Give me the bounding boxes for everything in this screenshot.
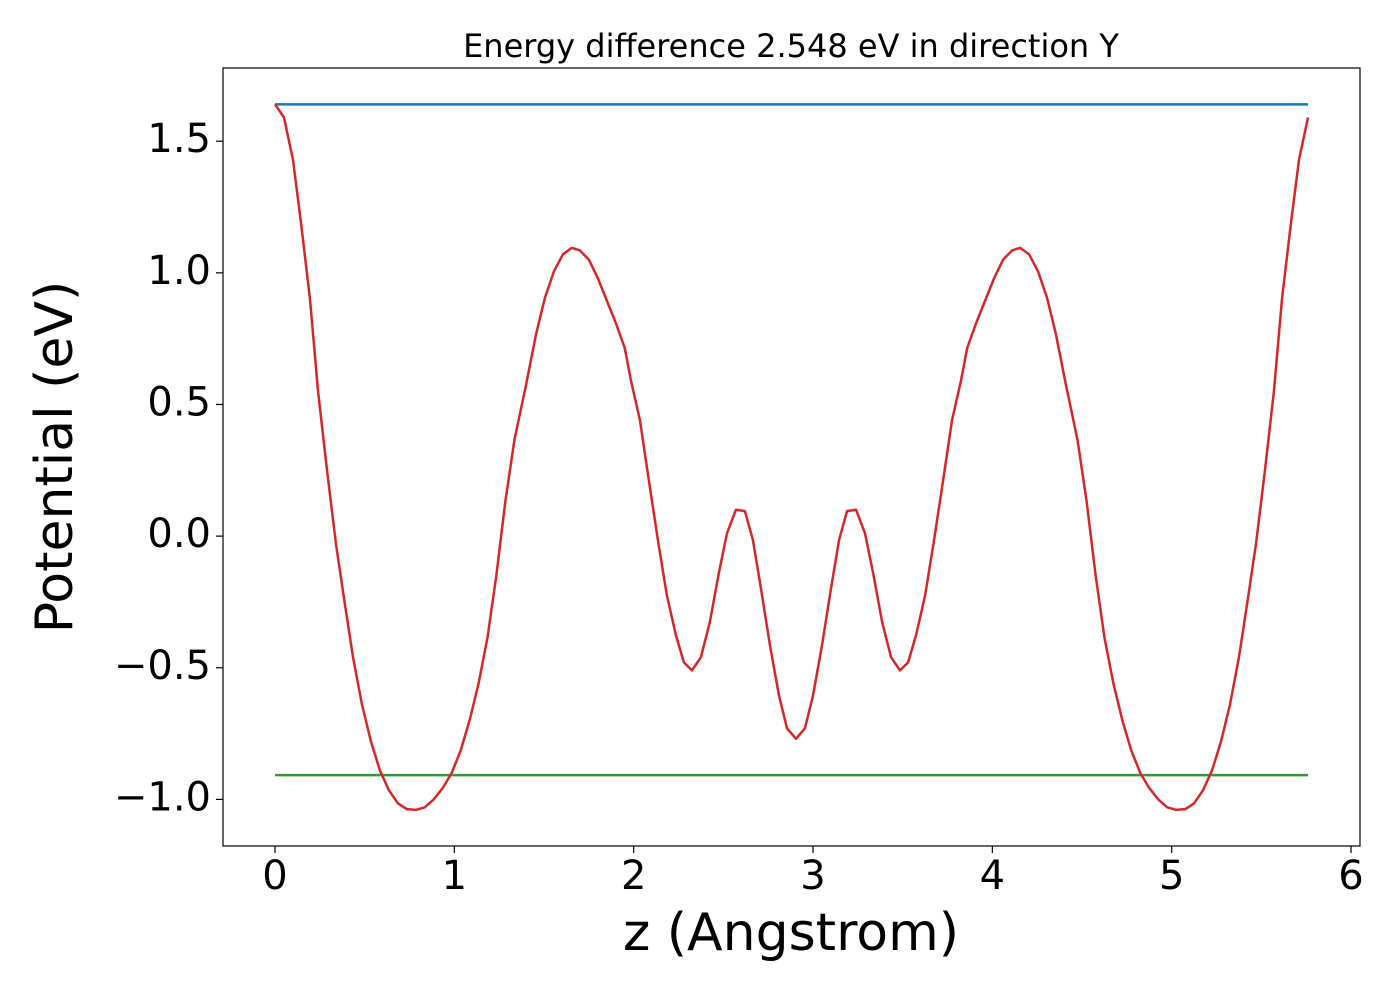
x-tick-label: 4 — [980, 853, 1005, 899]
x-tick-label: 3 — [800, 853, 825, 899]
y-tick-label: 1.0 — [147, 248, 211, 294]
x-axis-label: z (Angstrom) — [623, 903, 959, 963]
plot-frame — [222, 67, 1361, 847]
line-series — [273, 103, 1310, 812]
chart-title: Energy difference 2.548 eV in direction … — [463, 27, 1119, 65]
x-tick-label: 6 — [1338, 853, 1363, 899]
x-tick-label: 0 — [262, 853, 287, 899]
y-tick-label: −1.0 — [114, 774, 211, 820]
x-tick-label: 1 — [442, 853, 467, 899]
x-tick-label: 5 — [1159, 853, 1184, 899]
y-tick-label: −0.5 — [114, 643, 211, 689]
y-tick-label: 0.0 — [147, 511, 211, 557]
x-tick-label: 2 — [621, 853, 646, 899]
y-tick-label: 1.5 — [147, 116, 211, 162]
y-tick-label: 0.5 — [147, 379, 211, 425]
y-axis-label: Potential (eV) — [25, 281, 85, 633]
